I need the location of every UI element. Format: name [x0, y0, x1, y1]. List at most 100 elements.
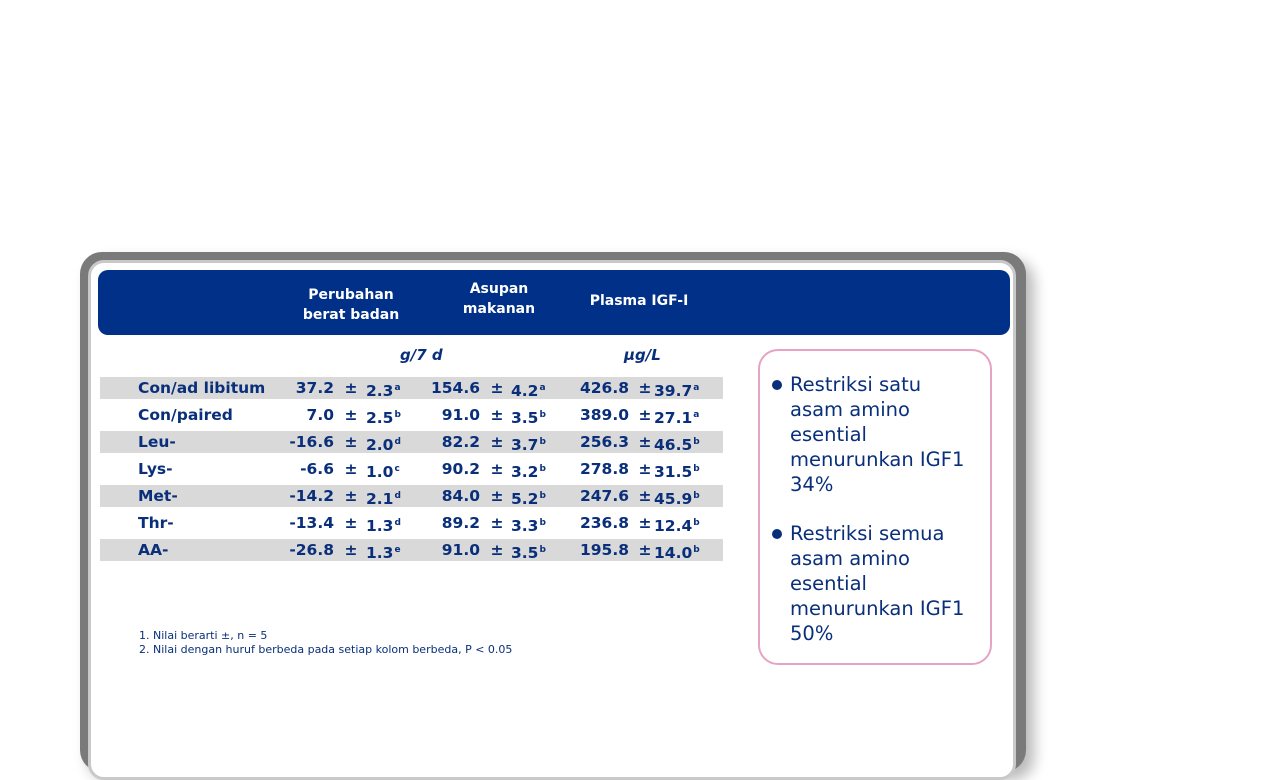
header-intake-line1: Asupan: [469, 281, 529, 297]
plasma-sd: 14.0b: [654, 539, 714, 564]
pm-sign: ±: [344, 458, 358, 480]
plasma-sd: 45.9b: [654, 485, 714, 510]
significance-letter: b: [693, 491, 700, 501]
significance-letter: b: [693, 545, 700, 555]
row-label-text: Lys-: [138, 460, 173, 478]
row-label-text: Thr-: [138, 514, 174, 532]
intake-sd: 3.3b: [511, 512, 561, 537]
pm-sign: ±: [344, 485, 358, 507]
footnote-2: 2. Nilai dengan huruf berbeda pada setia…: [139, 643, 513, 656]
pm-sign-text: ±: [344, 487, 358, 505]
weight-sd: 2.3a: [366, 377, 416, 402]
header-food-intake: Asupan makanan: [445, 279, 553, 319]
plasma-mean-text: 236.8: [579, 514, 629, 532]
row-label: Con/paired: [138, 404, 233, 426]
plasma-mean: 247.6: [571, 485, 629, 507]
significance-letter: b: [693, 437, 700, 447]
plasma-mean-text: 256.3: [579, 433, 629, 451]
header-intake-line2: makanan: [462, 301, 536, 317]
intake-mean: 84.0: [422, 485, 480, 507]
header-weight-line1: Perubahan: [308, 287, 394, 303]
significance-letter: b: [539, 410, 546, 420]
row-label: Con/ad libitum: [138, 377, 265, 399]
pm-sign-text: ±: [638, 406, 652, 424]
intake-mean: 90.2: [422, 458, 480, 480]
significance-letter: b: [539, 464, 546, 474]
intake-mean-text: 91.0: [441, 541, 480, 559]
callout-bullet-1: Restriksi satu asam amino esential menur…: [790, 373, 965, 496]
plasma-sd: 46.5b: [654, 431, 714, 456]
table-row: Con/ad libitum 37.2 ±2.3a 154.6 ±4.2a 426.8 ±3…: [100, 377, 723, 402]
intake-sd: 3.5b: [511, 404, 561, 429]
bullet-dot-2: [772, 529, 782, 539]
pm-sign-text: ±: [638, 379, 652, 397]
pm-sign: ±: [638, 512, 652, 534]
weight-mean: -26.8: [276, 539, 334, 561]
pm-sign-text: ±: [344, 460, 358, 478]
intake-sd-text: 4.2: [511, 382, 539, 400]
table-row: Con/paired 7.0 ±2.5b 91.0 ±3.5b 389.0 ±27.1a: [100, 404, 723, 429]
plasma-mean-text: 426.8: [579, 379, 629, 397]
intake-sd-text: 5.2: [511, 490, 539, 508]
row-label: Lys-: [138, 458, 173, 480]
header-weight-change: Perubahan berat badan: [290, 285, 412, 325]
header-weight-line2: berat badan: [302, 307, 400, 323]
table-row: AA- -26.8 ±1.3e 91.0 ±3.5b 195.8 ±14.0b: [100, 539, 723, 564]
intake-sd: 3.7b: [511, 431, 561, 456]
pm-sign: ±: [490, 377, 504, 399]
pm-sign: ±: [344, 512, 358, 534]
plasma-sd: 31.5b: [654, 458, 714, 483]
table-header-bar: [98, 270, 1010, 335]
pm-sign-text: ±: [490, 460, 504, 478]
plasma-sd-text: 31.5: [654, 463, 693, 481]
intake-mean-text: 91.0: [441, 406, 480, 424]
pm-sign: ±: [490, 539, 504, 561]
significance-letter: c: [394, 464, 400, 474]
intake-mean-text: 90.2: [441, 460, 480, 478]
weight-sd-text: 1.0: [366, 463, 394, 481]
pm-sign-text: ±: [490, 379, 504, 397]
plasma-mean: 236.8: [571, 512, 629, 534]
significance-letter: b: [539, 545, 546, 555]
intake-sd-text: 3.2: [511, 463, 539, 481]
bullet-dot-1: [772, 380, 782, 390]
pm-sign: ±: [638, 404, 652, 426]
weight-sd-text: 2.3: [366, 382, 394, 400]
significance-letter: d: [394, 437, 401, 447]
plasma-sd-text: 14.0: [654, 544, 693, 562]
weight-sd: 2.1d: [366, 485, 416, 510]
pm-sign: ±: [344, 404, 358, 426]
intake-sd: 5.2b: [511, 485, 561, 510]
row-label-text: Leu-: [138, 433, 176, 451]
weight-mean-text: -14.2: [289, 487, 334, 505]
significance-letter: d: [394, 518, 401, 528]
weight-sd: 1.3e: [366, 539, 416, 564]
weight-mean-text: -26.8: [289, 541, 334, 559]
row-label-text: Met-: [138, 487, 178, 505]
table-row: Lys- -6.6 ±1.0c 90.2 ±3.2b 278.8 ±31.5b: [100, 458, 723, 483]
weight-sd-text: 1.3: [366, 544, 394, 562]
intake-mean: 91.0: [422, 404, 480, 426]
pm-sign-text: ±: [344, 514, 358, 532]
pm-sign: ±: [638, 539, 652, 561]
weight-mean: 37.2: [276, 377, 334, 399]
intake-sd-text: 3.5: [511, 544, 539, 562]
weight-mean-text: 7.0: [306, 406, 334, 424]
pm-sign-text: ±: [344, 541, 358, 559]
weight-sd: 2.5b: [366, 404, 416, 429]
intake-sd: 3.2b: [511, 458, 561, 483]
intake-mean: 154.6: [422, 377, 480, 399]
weight-mean: -14.2: [276, 485, 334, 507]
weight-mean-text: -16.6: [289, 433, 334, 451]
weight-mean: -6.6: [276, 458, 334, 480]
significance-letter: a: [539, 383, 546, 393]
row-label-text: Con/paired: [138, 406, 233, 424]
intake-mean: 82.2: [422, 431, 480, 453]
table-row: Met- -14.2 ±2.1d 84.0 ±5.2b 247.6 ±45.9b: [100, 485, 723, 510]
significance-letter: a: [693, 410, 700, 420]
intake-mean-text: 89.2: [441, 514, 480, 532]
significance-letter: b: [539, 518, 546, 528]
row-label: Thr-: [138, 512, 174, 534]
significance-letter: b: [693, 464, 700, 474]
weight-mean-text: -13.4: [289, 514, 334, 532]
